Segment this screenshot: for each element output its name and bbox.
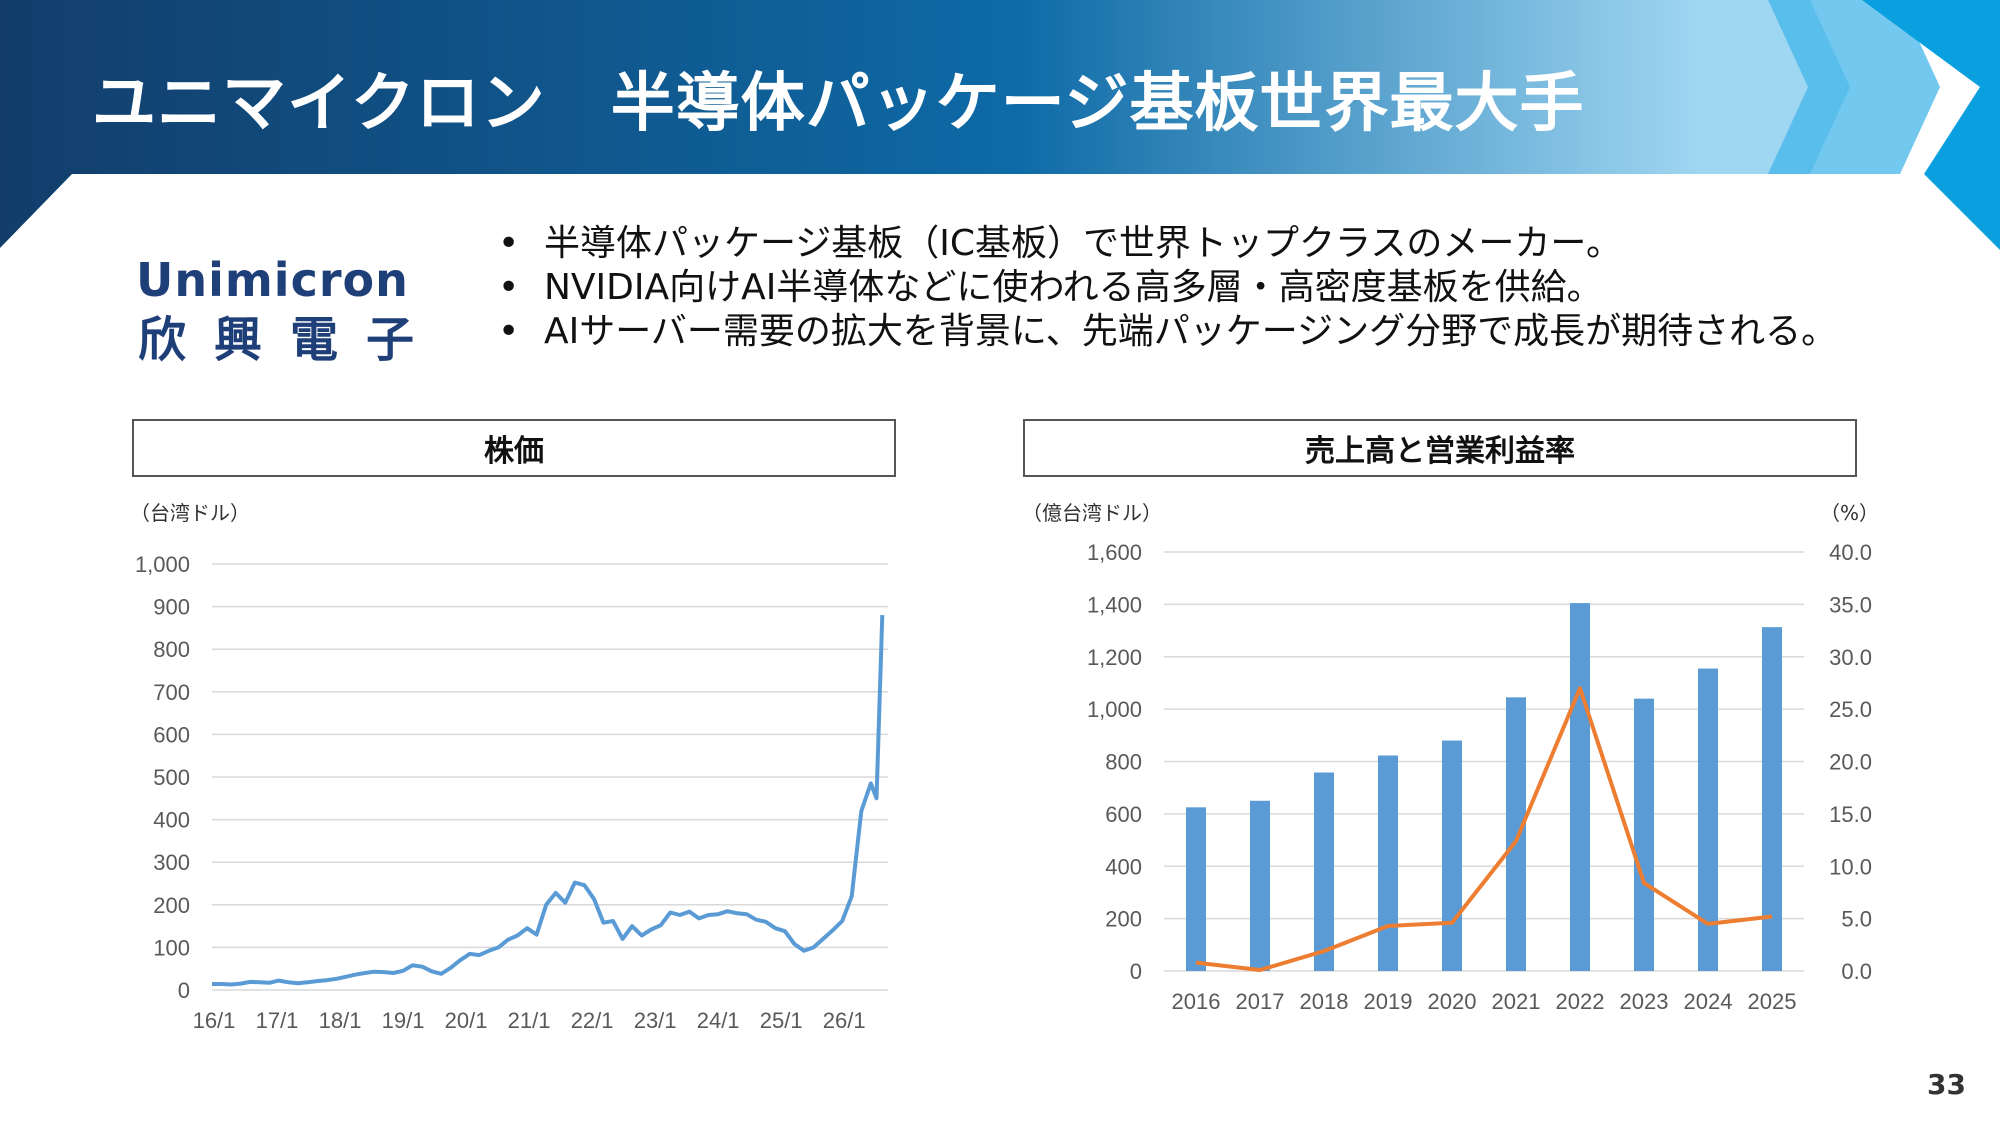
company-logo-text: Unimicron [136,253,409,307]
x-tick-label: 21/1 [508,1008,551,1033]
x-tick-label: 18/1 [319,1008,362,1033]
y2-tick-label: 20.0 [1829,750,1872,775]
header-banner: ユニマイクロン 半導体パッケージ基板世界最大手 [0,0,2000,250]
y-tick-label: 1,400 [1087,592,1142,617]
bullet-item: AIサーバー需要の拡大を背景に、先端パッケージング分野で成長が期待される。 [488,310,1968,354]
y-tick-label: 400 [1105,854,1142,879]
x-tick-label: 2021 [1492,989,1541,1014]
y2-tick-label: 30.0 [1829,645,1872,670]
x-tick-label: 23/1 [634,1008,677,1033]
sales-bar [1506,697,1526,971]
y2-tick-label: 0.0 [1841,959,1872,984]
y2-tick-label: 40.0 [1829,540,1872,565]
sales-bar [1442,740,1462,971]
stock-price-line [212,615,885,987]
x-tick-label: 2023 [1620,989,1669,1014]
sales-bar [1314,772,1334,971]
y-tick-label: 100 [153,935,190,960]
y2-tick-label: 15.0 [1829,802,1872,827]
x-tick-label: 19/1 [382,1008,425,1033]
y-tick-label: 600 [1105,802,1142,827]
stock-chart-title: 株価 [132,419,896,477]
y-tick-label: 900 [153,595,190,620]
x-tick-label: 24/1 [697,1008,740,1033]
sales-bar [1378,755,1398,971]
y-tick-label: 500 [153,765,190,790]
page-number: 33 [1927,1068,1966,1101]
y-tick-label: 400 [153,808,190,833]
x-tick-label: 25/1 [760,1008,803,1033]
x-tick-label: 16/1 [193,1008,236,1033]
sales-left-unit-label: （億台湾ドル） [1022,501,1162,525]
x-tick-label: 2025 [1748,989,1797,1014]
x-tick-label: 2017 [1236,989,1285,1014]
sales-bar [1186,807,1206,971]
header-background [0,0,2000,250]
y-tick-label: 300 [153,850,190,875]
y2-tick-label: 25.0 [1829,697,1872,722]
x-tick-label: 2022 [1556,989,1605,1014]
bullet-item: NVIDIA向けAI半導体などに使われる高多層・高密度基板を供給。 [488,266,1968,310]
y-tick-label: 1,000 [135,552,190,577]
sales-bar [1250,800,1270,971]
y-tick-label: 600 [153,722,190,747]
x-tick-label: 20/1 [445,1008,488,1033]
sales-bar [1698,668,1718,971]
operating-margin-line [1195,686,1773,972]
x-tick-label: 17/1 [256,1008,299,1033]
x-tick-label: 2019 [1364,989,1413,1014]
sales-bar [1634,698,1654,971]
company-logo-chinese: 欣興電子 [138,312,443,368]
sales-right-unit-label: （%） [1820,501,1880,525]
bullet-item: 半導体パッケージ基板（IC基板）で世界トップクラスのメーカー。 [488,222,1968,266]
x-tick-label: 2024 [1684,989,1733,1014]
stock-unit-label: （台湾ドル） [130,501,250,525]
y-tick-label: 200 [1105,907,1142,932]
page-title: ユニマイクロン 半導体パッケージ基板世界最大手 [92,67,1585,141]
y-tick-label: 1,000 [1087,697,1142,722]
y-tick-label: 1,200 [1087,645,1142,670]
x-tick-label: 2020 [1428,989,1477,1014]
bullet-list: 半導体パッケージ基板（IC基板）で世界トップクラスのメーカー。 NVIDIA向け… [488,222,1968,354]
y2-tick-label: 5.0 [1841,907,1872,932]
x-tick-label: 26/1 [823,1008,866,1033]
y-tick-label: 800 [153,637,190,662]
y-tick-label: 200 [153,893,190,918]
y-tick-label: 0 [1130,959,1142,984]
x-tick-label: 2016 [1172,989,1221,1014]
y-tick-label: 800 [1105,750,1142,775]
y2-tick-label: 35.0 [1829,592,1872,617]
y2-tick-label: 10.0 [1829,854,1872,879]
y-tick-label: 0 [178,978,190,1003]
x-tick-label: 22/1 [571,1008,614,1033]
x-tick-label: 2018 [1300,989,1349,1014]
sales-chart-title: 売上高と営業利益率 [1023,419,1857,477]
sales-bar [1570,603,1590,971]
y-tick-label: 700 [153,680,190,705]
sales-bar [1762,627,1782,971]
y-tick-label: 1,600 [1087,540,1142,565]
